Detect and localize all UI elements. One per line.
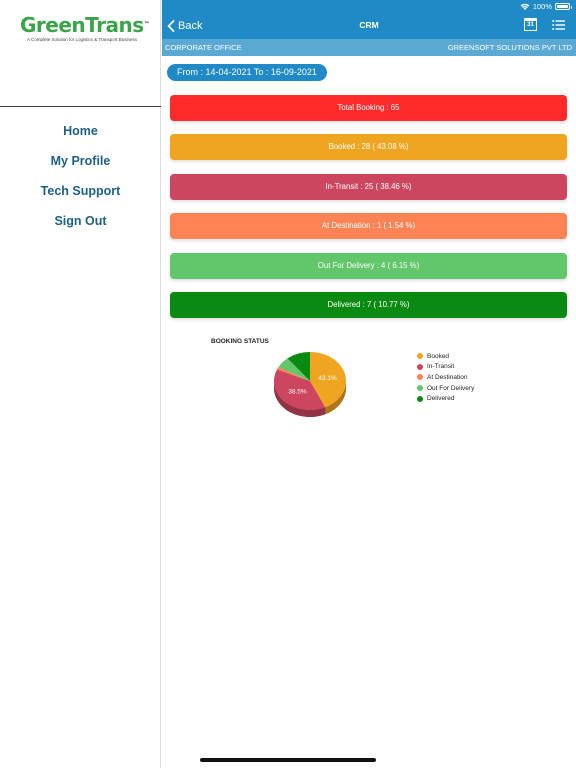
legend-item-at-destination[interactable]: At Destination <box>417 372 474 383</box>
sidebar-item-home[interactable]: Home <box>63 124 98 138</box>
back-button[interactable]: Back <box>167 17 202 35</box>
chevron-left-icon <box>167 20 175 32</box>
list-icon[interactable] <box>552 19 565 31</box>
legend-label: Delivered <box>427 395 455 403</box>
pie-slice-at-destination[interactable] <box>276 366 310 381</box>
pie-rim-in-transit <box>274 381 326 417</box>
battery-percent: 100% <box>532 2 552 11</box>
legend-label: In-Transit <box>427 363 455 371</box>
booked-card[interactable]: Booked : 28 ( 43.08 %) <box>170 134 567 160</box>
pie-label-in-transit: 38.5% <box>288 388 307 395</box>
sidebar-item-tech-support[interactable]: Tech Support <box>40 184 121 198</box>
sidebar-divider <box>0 106 161 107</box>
page-title: CRM <box>359 20 379 30</box>
date-range-pill[interactable]: From : 14-04-2021 To : 16-09-2021 <box>167 64 327 81</box>
office-header: CORPORATE OFFICE GREENSOFT SOLUTIONS PVT… <box>162 39 576 56</box>
legend-label: At Destination <box>427 373 468 381</box>
legend-dot <box>417 395 423 402</box>
battery-icon <box>555 3 572 10</box>
pie-slice-in-transit[interactable] <box>274 369 326 410</box>
sidebar-item-sign-out[interactable]: Sign Out <box>54 214 107 228</box>
legend-label: Out For Delivery <box>427 384 475 392</box>
wifi-icon <box>520 3 530 10</box>
legend-item-in-transit[interactable]: In-Transit <box>417 362 474 373</box>
out-for-delivery-card[interactable]: Out For Delivery : 4 ( 6.15 %) <box>170 253 567 279</box>
pie-rim-booked <box>325 381 346 415</box>
in-transit-card[interactable]: In-Transit : 25 ( 38.46 %) <box>170 174 567 200</box>
status-bar: 100% <box>162 0 576 13</box>
booking-status-pie-chart: 43.1% 38.5% <box>274 352 346 417</box>
calendar-day: 31 <box>524 21 537 31</box>
calendar-icon[interactable]: 31 <box>524 18 537 32</box>
legend-item-booked[interactable]: Booked <box>417 351 474 362</box>
total-booking-card[interactable]: Total Booking : 65 <box>170 95 567 121</box>
home-indicator <box>200 758 376 762</box>
office-label: CORPORATE OFFICE <box>165 43 242 52</box>
legend-item-delivered[interactable]: Delivered <box>417 393 474 404</box>
pie-label-booked: 43.1% <box>318 375 337 382</box>
navigation-bar: Back CRM 31 <box>162 13 576 39</box>
main-panel: 100% Back CRM 31 CORPORATE <box>162 0 576 768</box>
legend-dot <box>417 353 423 360</box>
at-destination-card[interactable]: At Destination : 1 ( 1.54 %) <box>170 213 567 239</box>
legend-label: Booked <box>427 352 450 360</box>
delivered-card[interactable]: Delivered : 7 ( 10.77 %) <box>170 292 567 318</box>
greentrans-logo: GreenTrans™ A Complete Solution for Logi… <box>20 13 150 46</box>
sidebar-item-my-profile[interactable]: My Profile <box>50 154 111 168</box>
legend-dot <box>417 363 423 370</box>
legend-item-out-for-delivery[interactable]: Out For Delivery <box>417 383 474 394</box>
legend-dot <box>417 374 423 381</box>
sidebar-nav: Home My Profile Tech Support Sign Out <box>0 120 161 240</box>
pie-slice-out-for-delivery[interactable] <box>278 358 310 381</box>
pie-slice-delivered[interactable] <box>287 352 310 381</box>
status-indicators: 100% <box>520 1 572 12</box>
chart-legend: Booked In-Transit At Destination Out For De… <box>417 351 474 404</box>
pie-slice-booked[interactable] <box>310 352 346 408</box>
logo-brand: GreenTrans™ <box>20 13 150 37</box>
legend-dot <box>417 385 423 392</box>
back-label: Back <box>178 20 203 32</box>
company-label: GREENSOFT SOLUTIONS PVT LTD <box>447 43 572 52</box>
sidebar: GreenTrans™ A Complete Solution for Logi… <box>0 0 161 768</box>
chart-title: BOOKING STATUS <box>211 338 269 345</box>
logo-tagline: A Complete Solution for Logistics & Tran… <box>27 37 138 42</box>
